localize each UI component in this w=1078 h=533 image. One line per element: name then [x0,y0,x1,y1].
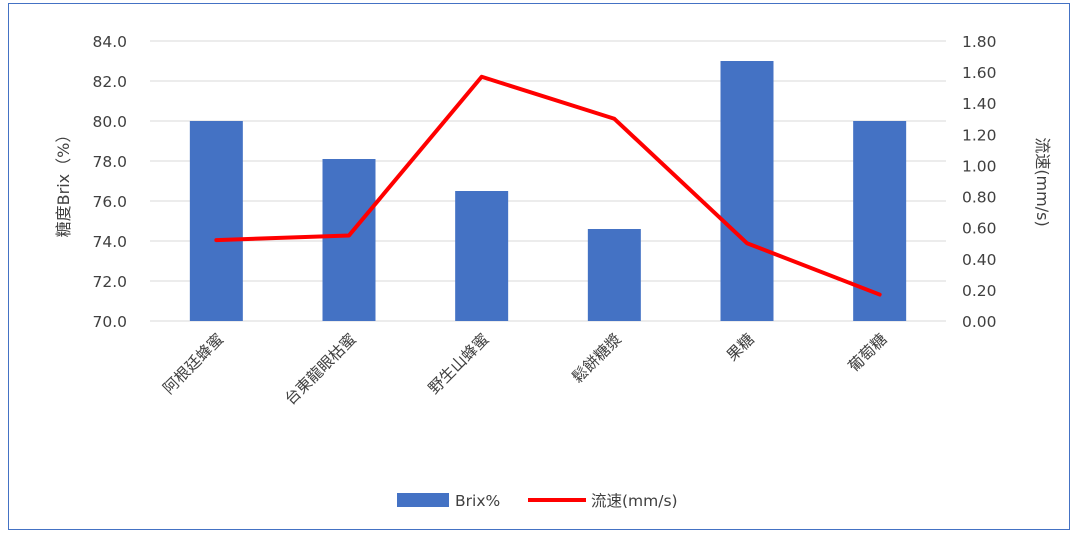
y2-tick-label: 1.60 [962,64,997,82]
y2-axis-title: 流速(mm/s) [1033,137,1052,226]
y2-tick-label: 1.40 [962,95,997,113]
y2-tick-label: 0.40 [962,251,997,269]
category-labels: 阿根廷蜂蜜 台東龍眼枯蜜 野生山蜂蜜 鬆餅糖漿 果糖 葡萄糖 [160,329,891,408]
legend: Brix% 流速(mm/s) [397,492,678,510]
y2-tick-label: 0.20 [962,282,997,300]
bar [322,159,376,321]
category-label: 阿根廷蜂蜜 [160,330,228,398]
right-axis-ticks: 0.00 0.20 0.40 0.60 0.80 1.00 1.20 1.40 1.60 1.80 [962,33,997,331]
y2-tick-label: 0.00 [962,313,997,331]
y-tick-label: 76.0 [92,193,127,211]
y-tick-label: 70.0 [92,313,127,331]
y2-tick-label: 1.00 [962,157,997,175]
left-axis-ticks: 70.0 72.0 74.0 76.0 78.0 80.0 82.0 84.0 [92,33,127,331]
category-label: 鬆餅糖漿 [568,329,625,386]
category-label: 野生山蜂蜜 [425,330,493,398]
y-tick-label: 78.0 [92,153,127,171]
y-tick-label: 72.0 [92,273,127,291]
y-tick-label: 80.0 [92,113,127,131]
bar [455,191,509,321]
bar [189,121,243,321]
bar-series [189,61,907,321]
line-series [214,74,882,297]
y-axis-title: 糖度Brix（%） [54,127,73,238]
y-tick-label: 82.0 [92,73,127,91]
y2-tick-label: 0.60 [962,220,997,238]
y-tick-label: 84.0 [92,33,127,51]
y-tick-label: 74.0 [92,233,127,251]
flow-line [214,74,882,297]
bar [587,229,641,321]
y2-tick-label: 1.20 [962,126,997,144]
category-label: 果糖 [723,330,758,365]
y2-tick-label: 0.80 [962,189,997,207]
y2-tick-label: 1.80 [962,33,997,51]
legend-label-brix: Brix% [455,492,500,510]
bar [720,61,774,321]
legend-swatch-brix [397,493,449,507]
category-label: 葡萄糖 [845,330,891,376]
legend-label-flow: 流速(mm/s) [591,492,678,510]
gridlines [150,40,946,322]
bar [853,121,907,321]
category-label: 台東龍眼枯蜜 [281,330,359,408]
